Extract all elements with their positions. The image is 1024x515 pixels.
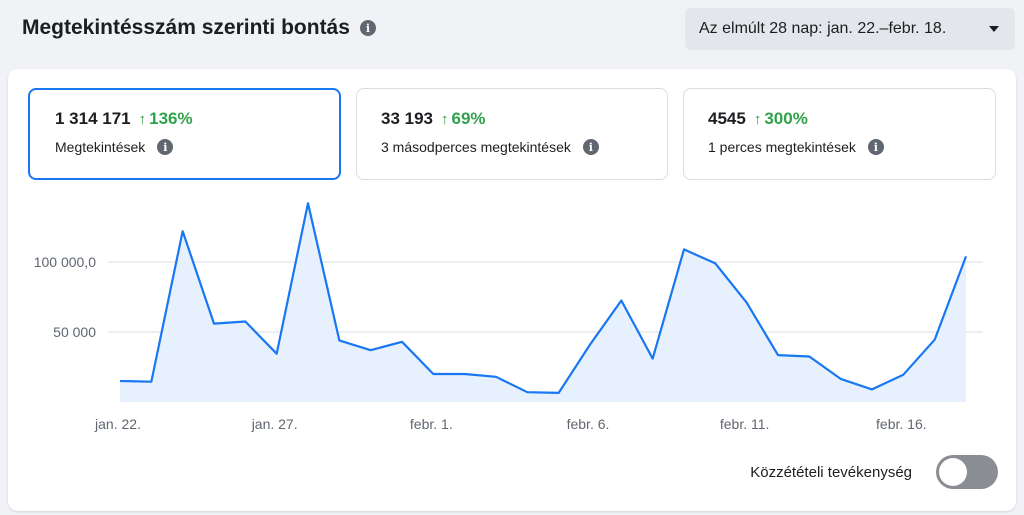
breakdown-card: 1 314 171 ↑ 136% Megtekintések i 33 193 … bbox=[8, 69, 1016, 511]
date-range-dropdown[interactable]: Az elmúlt 28 nap: jan. 22.–febr. 18. bbox=[685, 8, 1015, 50]
metric-label: 1 perces megtekintések bbox=[708, 139, 856, 155]
info-icon[interactable]: i bbox=[359, 20, 376, 36]
page-title-text: Megtekintésszám szerinti bontás bbox=[22, 16, 350, 39]
views-chart-svg: 100 000,0 50 000 jan. 22. jan. 27. febr. 1. f… bbox=[34, 202, 983, 432]
x-tick-label: febr. 11. bbox=[720, 416, 770, 432]
metric-label: Megtekintések bbox=[55, 139, 146, 155]
publish-activity-toggle-row: Közzétételi tevékenység bbox=[750, 455, 998, 489]
metric-value: 1 314 171 bbox=[55, 109, 131, 128]
views-chart: 100 000,0 50 000 jan. 22. jan. 27. febr. 1. f… bbox=[8, 199, 1016, 449]
metric-card-1m-views[interactable]: 4545 ↑ 300% 1 perces megtekintések i bbox=[683, 88, 996, 180]
metric-card-3s-views[interactable]: 33 193 ↑ 69% 3 másodperces megtekintések… bbox=[356, 88, 668, 180]
toggle-knob bbox=[939, 458, 967, 486]
metric-card-views[interactable]: 1 314 171 ↑ 136% Megtekintések i bbox=[28, 88, 341, 180]
x-tick-label: febr. 6. bbox=[567, 416, 610, 432]
arrow-up-icon: ↑ bbox=[138, 110, 147, 128]
date-range-label: Az elmúlt 28 nap: jan. 22.–febr. 18. bbox=[699, 20, 947, 37]
info-icon[interactable]: i bbox=[867, 139, 884, 155]
metric-value: 4545 bbox=[708, 109, 746, 128]
arrow-up-icon: ↑ bbox=[441, 110, 449, 128]
toggle-label: Közzétételi tevékenység bbox=[750, 463, 912, 481]
metric-label: 3 másodperces megtekintések bbox=[381, 139, 571, 155]
x-tick-label: febr. 1. bbox=[410, 416, 453, 432]
metric-value: 33 193 bbox=[381, 109, 433, 128]
metric-delta-value: 69% bbox=[451, 109, 486, 128]
page-title: Megtekintésszám szerinti bontás i bbox=[22, 16, 376, 40]
x-tick-label: febr. 16. bbox=[876, 416, 927, 432]
arrow-up-icon: ↑ bbox=[753, 110, 762, 128]
info-icon[interactable]: i bbox=[157, 139, 174, 155]
publish-activity-toggle[interactable] bbox=[936, 455, 998, 489]
caret-down-icon bbox=[989, 26, 999, 32]
metric-delta-value: 300% bbox=[764, 109, 808, 128]
info-icon[interactable]: i bbox=[582, 139, 599, 155]
y-tick-label: 50 000 bbox=[53, 324, 96, 340]
metric-delta: ↑ 69% bbox=[441, 109, 486, 129]
views-line bbox=[119, 202, 968, 394]
x-tick-label: jan. 22. bbox=[94, 416, 141, 432]
metric-delta: ↑ 300% bbox=[754, 109, 808, 129]
y-tick-label: 100 000,0 bbox=[34, 254, 96, 270]
metric-delta-value: 136% bbox=[149, 109, 193, 128]
x-tick-label: jan. 27. bbox=[251, 416, 298, 432]
views-area bbox=[120, 203, 966, 402]
metric-delta: ↑ 136% bbox=[139, 109, 193, 129]
